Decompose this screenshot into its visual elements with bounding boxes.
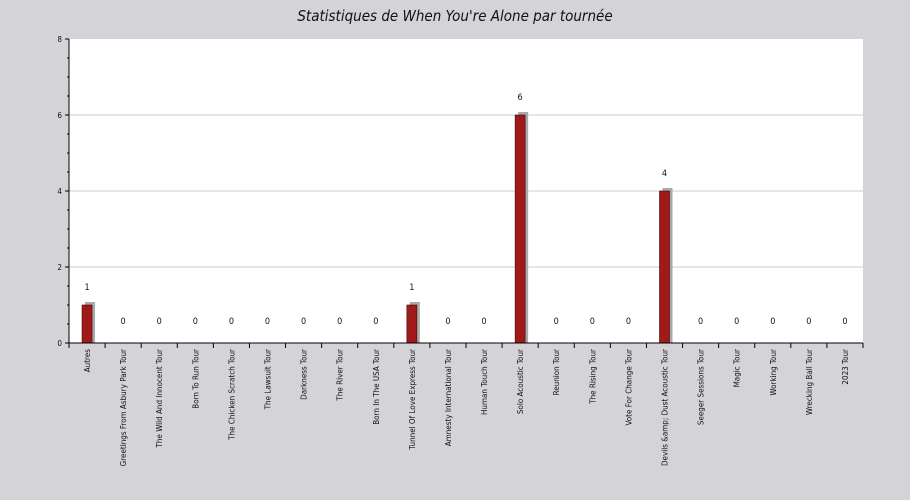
y-tick-labels: 0 2 4 6 8 (57, 35, 62, 348)
bar (81, 304, 93, 344)
bar (514, 114, 526, 344)
y-tick-label: 0 (57, 339, 62, 348)
x-tick-label: Amnesty International Tour (444, 349, 453, 446)
x-tick-label: Born To Run Tour (191, 349, 200, 409)
data-label: 0 (698, 317, 703, 327)
data-label: 0 (337, 317, 342, 327)
data-label: 0 (157, 317, 162, 327)
x-tick-label: The Lawsuit Tour (264, 349, 273, 410)
y-tick-label: 2 (57, 263, 62, 272)
bar (406, 304, 418, 344)
axes (65, 38, 864, 348)
x-tick-label: Magic Tour (733, 349, 742, 387)
data-label: 0 (121, 317, 126, 327)
x-tick-label: Human Touch Tour (480, 349, 489, 415)
x-tick-label: The Wild And Innocent Tour (155, 349, 164, 449)
x-tick-label: Solo Acoustic Tour (516, 349, 525, 414)
x-tick-label: The Chicken Scratch Tour (227, 349, 236, 441)
x-tick-labels: Autres Greetings From Asbury Park Tour The… (83, 349, 850, 467)
data-label: 0 (626, 317, 631, 327)
x-tick-label: Vote For Change Tour (624, 349, 633, 426)
data-label: 0 (770, 317, 775, 327)
data-label: 0 (842, 317, 847, 327)
data-label: 0 (445, 317, 450, 327)
data-label: 0 (193, 317, 198, 327)
x-tick-label: Greetings From Asbury Park Tour (119, 349, 128, 466)
x-tick-label: Autres (83, 349, 92, 373)
x-tick-label: 2023 Tour (841, 349, 850, 385)
data-labels: 1 0 0 0 0 0 0 0 0 1 0 0 6 0 0 0 4 0 0 0 0 0 (84, 93, 847, 327)
x-tick-label: Born In The USA Tour (372, 349, 381, 425)
x-tick-label: Tunnel Of Love Express Tour (408, 349, 417, 451)
chart-title: Statistiques de When You're Alone par to… (297, 7, 612, 25)
x-tick-label: The Rising Tour (588, 349, 597, 405)
data-label: 4 (662, 169, 667, 179)
data-label: 0 (806, 317, 811, 327)
data-label: 6 (518, 93, 523, 103)
y-tick-label: 6 (57, 111, 62, 120)
data-label: 0 (590, 317, 595, 327)
x-tick-label: Working Tour (769, 349, 778, 396)
data-label: 0 (265, 317, 270, 327)
x-tick-label: Darkness Tour (300, 349, 309, 400)
grid-lines (69, 114, 863, 268)
x-tick-label: Devils &amp; Dust Acoustic Tour (661, 349, 670, 466)
data-label: 0 (229, 317, 234, 327)
x-tick-label: The River Tour (336, 349, 345, 402)
data-label: 0 (554, 317, 559, 327)
x-tick-label: Wrecking Ball Tour (805, 349, 814, 415)
y-tick-label: 4 (57, 187, 62, 196)
data-label: 0 (373, 317, 378, 327)
y-tick-label: 8 (57, 35, 62, 44)
data-label: 1 (84, 283, 89, 293)
data-label: 0 (481, 317, 486, 327)
data-label: 1 (409, 283, 414, 293)
data-label: 0 (301, 317, 306, 327)
data-label: 0 (734, 317, 739, 327)
x-tick-label: Seeger Sessions Tour (697, 349, 706, 425)
bar (659, 190, 670, 344)
x-tick-label: Reunion Tour (552, 349, 561, 395)
